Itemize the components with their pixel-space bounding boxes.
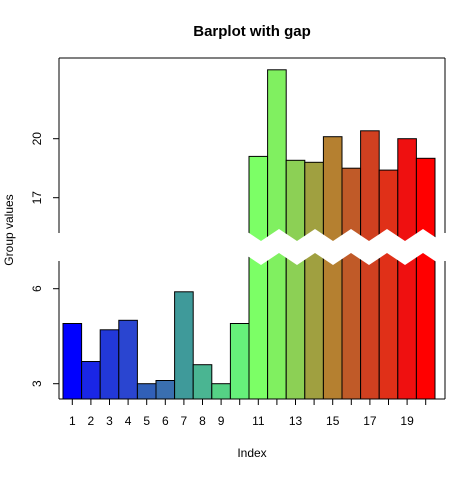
axis-gap-marker	[45, 229, 441, 265]
y-tick-label: 20	[30, 132, 44, 146]
x-tick-label: 4	[125, 414, 132, 428]
chart-title: Barplot with gap	[193, 23, 311, 40]
x-tick-label: 3	[106, 414, 113, 428]
bar-20	[415, 157, 436, 400]
bar-19	[397, 138, 417, 400]
bar-17	[360, 130, 380, 400]
bar-1	[62, 323, 83, 400]
bar-6	[155, 380, 176, 400]
gap-band	[45, 229, 441, 265]
bar-18	[378, 169, 399, 400]
y-tick-label: 3	[30, 380, 44, 387]
x-tick-label: 9	[218, 414, 225, 428]
bar-2	[81, 361, 101, 400]
bar-8	[192, 364, 213, 400]
x-tick-label: 5	[143, 414, 150, 428]
x-tick-label: 8	[199, 414, 206, 428]
x-tick-label: 11	[252, 414, 265, 428]
y-axis-label: Group values	[2, 194, 16, 265]
bar-5	[136, 383, 157, 400]
bar-13	[285, 159, 306, 400]
x-tick-label: 15	[326, 414, 340, 428]
x-tick-label: 7	[181, 414, 188, 428]
bar-10	[229, 323, 250, 400]
bar-4	[118, 319, 138, 400]
bar-11	[248, 155, 269, 400]
y-tick-label: 6	[30, 285, 44, 292]
bar-7	[174, 291, 194, 400]
bar-14	[304, 161, 324, 400]
x-tick-label: 2	[88, 414, 95, 428]
x-tick-label: 19	[400, 414, 414, 428]
bar-15	[322, 136, 343, 400]
bar-3	[99, 329, 120, 400]
x-axis-label: Index	[237, 446, 266, 460]
x-tick-label: 13	[289, 414, 303, 428]
x-tick-label: 17	[363, 414, 377, 428]
bar-9	[211, 383, 231, 400]
y-tick-label: 17	[30, 191, 44, 205]
x-tick-label: 1	[69, 414, 76, 428]
x-tick-label: 6	[162, 414, 169, 428]
bar-16	[341, 167, 362, 400]
